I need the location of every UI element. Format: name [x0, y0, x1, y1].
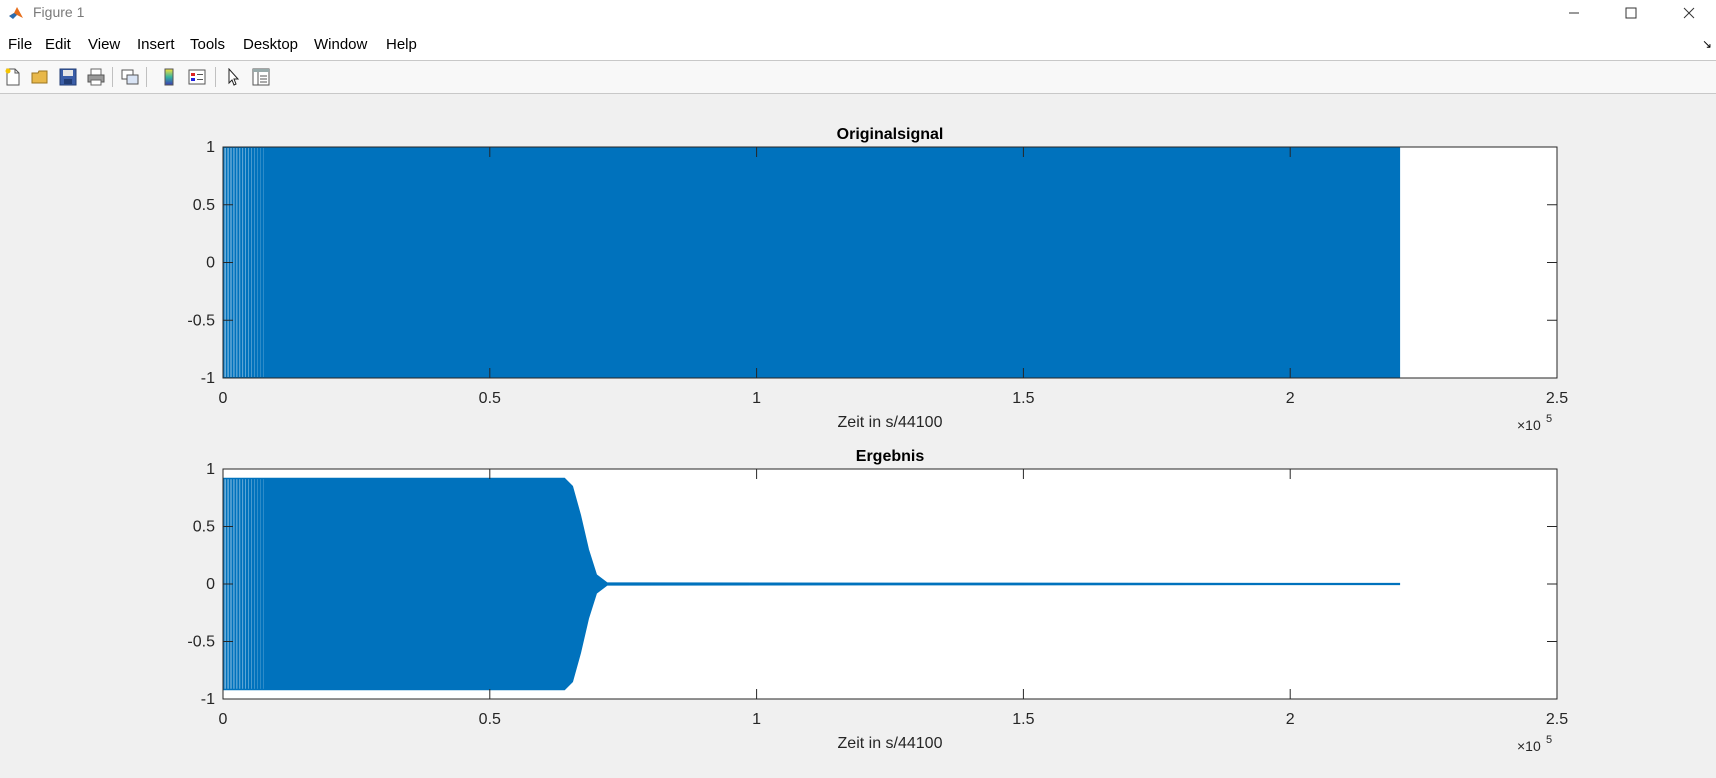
y-tick-label: -0.5	[187, 634, 215, 651]
open-file-icon	[31, 70, 48, 84]
menu-bar: File Edit View Insert Tools Desktop Wind…	[0, 26, 1716, 61]
y-tick-label: -1	[201, 691, 215, 708]
save-icon	[59, 68, 77, 86]
x-exponent: 5	[1546, 734, 1552, 746]
axes-title: Ergebnis	[856, 448, 925, 465]
figure-plots[interactable]: 0 0.5 1 1.5 2 2.5 1 0.5 0 -0.5 -1 Originalsignal Z…	[0, 94, 1716, 773]
insert-legend-button[interactable]	[186, 66, 208, 88]
y-tick-label: 1	[206, 461, 215, 478]
x-exponent-base: ×10	[1517, 417, 1541, 433]
link-plot-icon	[121, 69, 139, 85]
axes-ticks: 0 0.5 1 1.5 2 2.5 1 0.5 0 -0.5 -1	[187, 461, 1568, 728]
minimize-button[interactable]	[1551, 0, 1597, 26]
y-tick-label: 0.5	[193, 519, 215, 536]
new-figure-icon	[5, 68, 20, 86]
x-axis-label: Zeit in s/44100	[838, 414, 943, 431]
figure-toolbar	[0, 61, 1716, 94]
toolbar-separator	[215, 67, 216, 87]
y-tick-label: 0	[206, 255, 215, 272]
figure-canvas: 0 0.5 1 1.5 2 2.5 1 0.5 0 -0.5 -1 Originalsignal Z…	[0, 94, 1716, 773]
insert-colorbar-icon	[164, 68, 174, 86]
x-axis-label: Zeit in s/44100	[838, 735, 943, 752]
dock-arrow-icon[interactable]: ↘	[1701, 37, 1712, 51]
x-tick-label: 2.5	[1546, 390, 1568, 407]
insert-legend-icon	[188, 69, 206, 85]
menu-edit[interactable]: Edit	[45, 36, 71, 53]
x-tick-label: 2	[1286, 390, 1295, 407]
insert-colorbar-button[interactable]	[158, 66, 180, 88]
maximize-icon	[1625, 7, 1637, 19]
y-tick-label: 0	[206, 576, 215, 593]
menu-view[interactable]: View	[88, 36, 121, 53]
y-tick-label: 1	[206, 139, 215, 156]
minimize-icon	[1569, 12, 1579, 14]
menu-tools[interactable]: Tools	[190, 36, 226, 53]
axes-originalsignal[interactable]: 0 0.5 1 1.5 2 2.5 1 0.5 0 -0.5 -1 Originalsignal Z…	[187, 126, 1568, 433]
x-tick-label: 2	[1286, 711, 1295, 728]
x-exponent-base: ×10	[1517, 738, 1541, 754]
x-exponent: 5	[1546, 413, 1552, 425]
open-property-inspector-icon	[252, 68, 270, 86]
x-tick-label: 1	[752, 711, 761, 728]
open-file-button[interactable]	[29, 66, 51, 88]
menu-window[interactable]: Window	[314, 36, 368, 53]
toolbar-separator	[112, 67, 113, 87]
menu-desktop[interactable]: Desktop	[243, 36, 299, 53]
menu-insert[interactable]: Insert	[137, 36, 175, 53]
toolbar-separator	[146, 67, 147, 87]
y-tick-label: 0.5	[193, 197, 215, 214]
axes-title: Originalsignal	[837, 126, 944, 143]
axes-ticks: 0 0.5 1 1.5 2 2.5 1 0.5 0 -0.5 -1	[187, 139, 1568, 407]
new-figure-button[interactable]	[2, 66, 24, 88]
x-tick-label: 0.5	[479, 390, 501, 407]
x-tick-label: 1.5	[1012, 711, 1034, 728]
x-tick-label: 2.5	[1546, 711, 1568, 728]
title-bar: Figure 1	[0, 0, 1716, 26]
print-icon	[87, 68, 105, 86]
edit-plot-button[interactable]	[222, 66, 244, 88]
link-plot-button[interactable]	[119, 66, 141, 88]
window-title: Figure 1	[33, 4, 85, 20]
x-tick-label: 0	[219, 711, 228, 728]
menu-help[interactable]: Help	[386, 36, 417, 53]
y-tick-label: -1	[201, 370, 215, 387]
save-button[interactable]	[57, 66, 79, 88]
edit-plot-icon	[228, 68, 240, 86]
axes-ergebnis[interactable]: 0 0.5 1 1.5 2 2.5 1 0.5 0 -0.5 -1 Ergebnis Zeit in…	[187, 448, 1568, 754]
y-tick-label: -0.5	[187, 312, 215, 329]
x-tick-label: 1	[752, 390, 761, 407]
x-tick-label: 0	[219, 390, 228, 407]
print-button[interactable]	[85, 66, 107, 88]
x-tick-label: 1.5	[1012, 390, 1034, 407]
close-button[interactable]	[1666, 0, 1712, 26]
maximize-button[interactable]	[1608, 0, 1654, 26]
matlab-icon	[9, 7, 23, 19]
x-tick-label: 0.5	[479, 711, 501, 728]
close-icon	[1683, 7, 1695, 19]
menu-file[interactable]: File	[8, 36, 33, 53]
signal-series	[222, 146, 1401, 379]
open-property-inspector-button[interactable]	[250, 66, 272, 88]
